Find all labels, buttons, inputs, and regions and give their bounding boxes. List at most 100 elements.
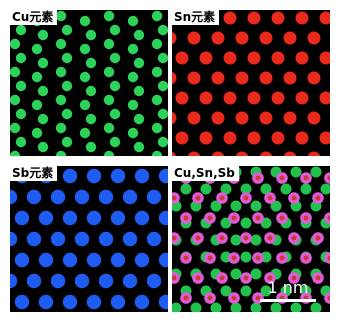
cu-atom bbox=[109, 108, 121, 120]
cu-atom bbox=[157, 136, 168, 148]
sn-atom bbox=[271, 91, 285, 105]
sn-atom bbox=[303, 215, 309, 221]
cu-atom bbox=[61, 24, 73, 36]
cu-atom bbox=[133, 57, 145, 69]
sn-atom bbox=[271, 131, 285, 145]
sb-atom bbox=[98, 189, 114, 205]
cu-atom bbox=[260, 285, 272, 297]
cu-atom bbox=[37, 141, 49, 153]
sb-atom bbox=[86, 168, 102, 184]
cu-atom bbox=[15, 108, 27, 120]
cu-atom bbox=[79, 71, 91, 83]
sn-atom bbox=[255, 255, 261, 261]
cu-atom bbox=[15, 52, 27, 64]
cu-atom bbox=[79, 127, 91, 139]
cu-atom bbox=[10, 38, 21, 50]
cu-element-map-panel: Cu元素 bbox=[10, 10, 168, 156]
sn-element-map-panel: Sn元素 bbox=[172, 10, 330, 156]
sn-atom bbox=[195, 235, 201, 241]
sn-atom bbox=[211, 111, 225, 125]
cu-atom bbox=[220, 285, 232, 297]
sn-atom bbox=[255, 295, 261, 301]
sb-atom bbox=[98, 231, 114, 247]
cu-atom bbox=[157, 52, 168, 64]
sn-atom bbox=[255, 175, 261, 181]
sn-atom bbox=[172, 151, 177, 156]
cu-atom bbox=[127, 127, 139, 139]
cu-atom bbox=[310, 302, 322, 312]
cu-atom bbox=[250, 200, 262, 212]
cu-atom bbox=[103, 66, 115, 78]
sn-atom bbox=[199, 131, 213, 145]
cu-atom bbox=[55, 10, 67, 22]
cu-atom bbox=[127, 15, 139, 27]
sb-atom bbox=[62, 252, 78, 268]
sb-atom bbox=[38, 252, 54, 268]
sb-atom bbox=[62, 168, 78, 184]
cu-atom bbox=[157, 108, 168, 120]
cu-atom bbox=[61, 136, 73, 148]
cu-atom bbox=[61, 52, 73, 64]
cu-atom bbox=[55, 150, 67, 156]
sn-atom bbox=[247, 51, 261, 65]
sb-atom bbox=[122, 189, 138, 205]
cu-atom bbox=[180, 183, 192, 195]
cu-atom bbox=[109, 80, 121, 92]
sn-atom-image bbox=[172, 11, 330, 156]
sb-atom bbox=[158, 168, 168, 184]
sb-atom bbox=[134, 210, 150, 226]
sn-atom bbox=[327, 295, 330, 301]
sn-atom bbox=[259, 151, 273, 156]
sn-atom bbox=[279, 175, 285, 181]
sn-atom bbox=[211, 71, 225, 85]
sn-atom bbox=[259, 31, 273, 45]
cu-atom bbox=[79, 99, 91, 111]
sb-atom bbox=[158, 210, 168, 226]
sn-atom bbox=[267, 275, 273, 281]
sn-atom bbox=[327, 215, 330, 221]
cu-atom bbox=[210, 200, 222, 212]
sn-atom bbox=[283, 151, 297, 156]
sn-atom bbox=[175, 51, 189, 65]
cu-atom bbox=[127, 99, 139, 111]
sb-atom bbox=[110, 252, 126, 268]
cu-atom bbox=[85, 113, 97, 125]
cu-atom bbox=[61, 80, 73, 92]
sn-atom bbox=[211, 31, 225, 45]
cu-atom bbox=[109, 24, 121, 36]
sb-atom bbox=[146, 273, 162, 289]
sn-atom bbox=[172, 275, 177, 281]
sn-atom bbox=[243, 235, 249, 241]
cu-atom bbox=[270, 200, 282, 212]
sn-atom bbox=[291, 195, 297, 201]
sb-atom bbox=[14, 210, 30, 226]
sn-atom bbox=[271, 11, 285, 25]
sn-atom bbox=[223, 51, 237, 65]
cu-atom bbox=[280, 183, 292, 195]
cu-atom bbox=[103, 10, 115, 22]
sb-atom bbox=[10, 231, 18, 247]
cu-atom bbox=[230, 200, 242, 212]
sn-atom bbox=[307, 31, 321, 45]
cu-atom bbox=[133, 141, 145, 153]
sn-atom bbox=[187, 151, 201, 156]
sn-atom bbox=[207, 295, 213, 301]
sn-atom bbox=[291, 235, 297, 241]
overlay-element-map-panel: Cu,Sn,Sb 1 nm bbox=[172, 166, 330, 312]
sn-atom bbox=[319, 11, 330, 25]
cu-atom bbox=[85, 29, 97, 41]
sb-atom bbox=[14, 252, 30, 268]
sn-atom bbox=[295, 131, 309, 145]
sb-atom bbox=[50, 189, 66, 205]
sb-atom bbox=[134, 294, 150, 310]
sn-atom bbox=[319, 51, 330, 65]
sn-atom bbox=[267, 235, 273, 241]
sn-atom bbox=[307, 111, 321, 125]
cu-atom bbox=[55, 38, 67, 50]
sb-atom bbox=[324, 212, 330, 224]
sb-atom bbox=[62, 210, 78, 226]
cu-atom bbox=[37, 113, 49, 125]
sb-atom bbox=[74, 231, 90, 247]
cu-atom bbox=[103, 38, 115, 50]
sn-atom bbox=[247, 11, 261, 25]
